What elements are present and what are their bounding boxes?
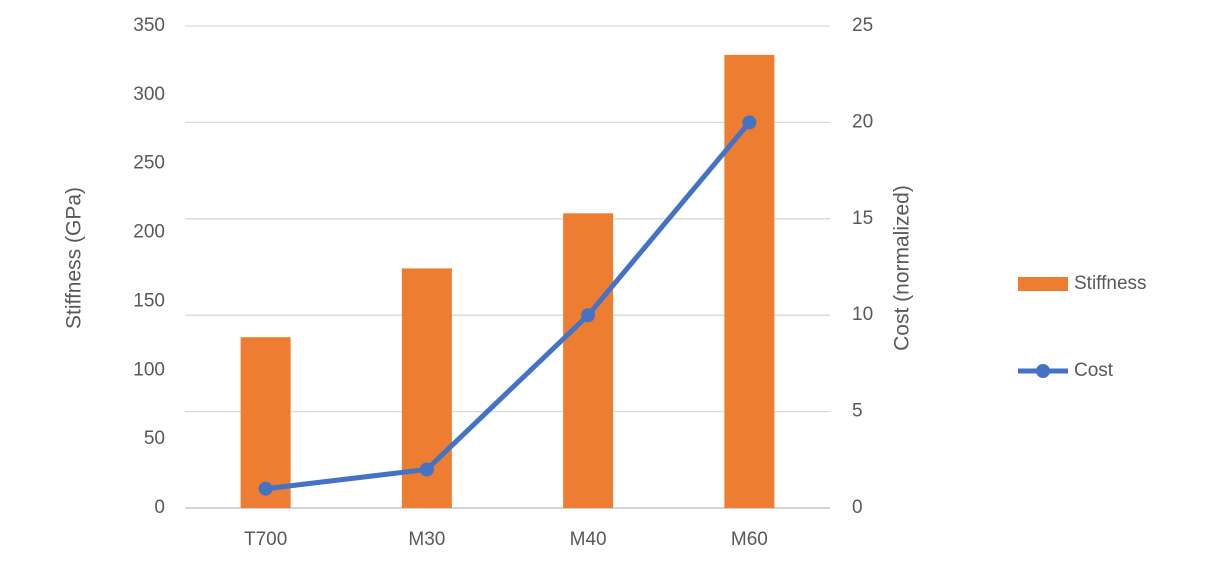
y2-tick-label: 10 <box>852 304 873 325</box>
y2-tick-label: 0 <box>852 497 863 518</box>
y-tick-label: 350 <box>133 15 165 36</box>
legend-marker <box>1036 364 1050 378</box>
y2-tick-label: 25 <box>852 15 873 36</box>
x-tick-label: M40 <box>570 529 607 550</box>
y2-axis-title: Cost (normalized) <box>891 185 914 351</box>
line-marker <box>419 462 434 477</box>
x-tick-label: T700 <box>244 529 287 550</box>
legend-label: Stiffness <box>1074 273 1147 294</box>
x-tick-label: M60 <box>731 529 768 550</box>
y-axis-title: Stiffness (GPa) <box>63 187 86 329</box>
y-tick-label: 0 <box>154 497 165 518</box>
bar <box>563 213 614 508</box>
y-tick-label: 100 <box>133 359 165 380</box>
x-tick-label: M30 <box>408 529 445 550</box>
line <box>265 120 752 492</box>
y-tick-label: 50 <box>144 428 165 449</box>
y2-tick-label: 5 <box>852 401 863 422</box>
y-tick-label: 300 <box>133 84 165 105</box>
line-marker <box>581 308 596 323</box>
legend-swatch <box>1018 277 1068 291</box>
line-marker <box>742 115 757 130</box>
bar <box>724 54 775 509</box>
y-tick-label: 150 <box>133 290 165 311</box>
y2-tick-label: 20 <box>852 111 873 132</box>
legend-label: Cost <box>1074 360 1114 381</box>
line-marker <box>258 481 273 496</box>
y-tick-label: 250 <box>133 153 165 174</box>
y-tick-label: 200 <box>133 222 165 243</box>
y2-tick-label: 15 <box>852 208 873 229</box>
bar <box>240 337 291 508</box>
